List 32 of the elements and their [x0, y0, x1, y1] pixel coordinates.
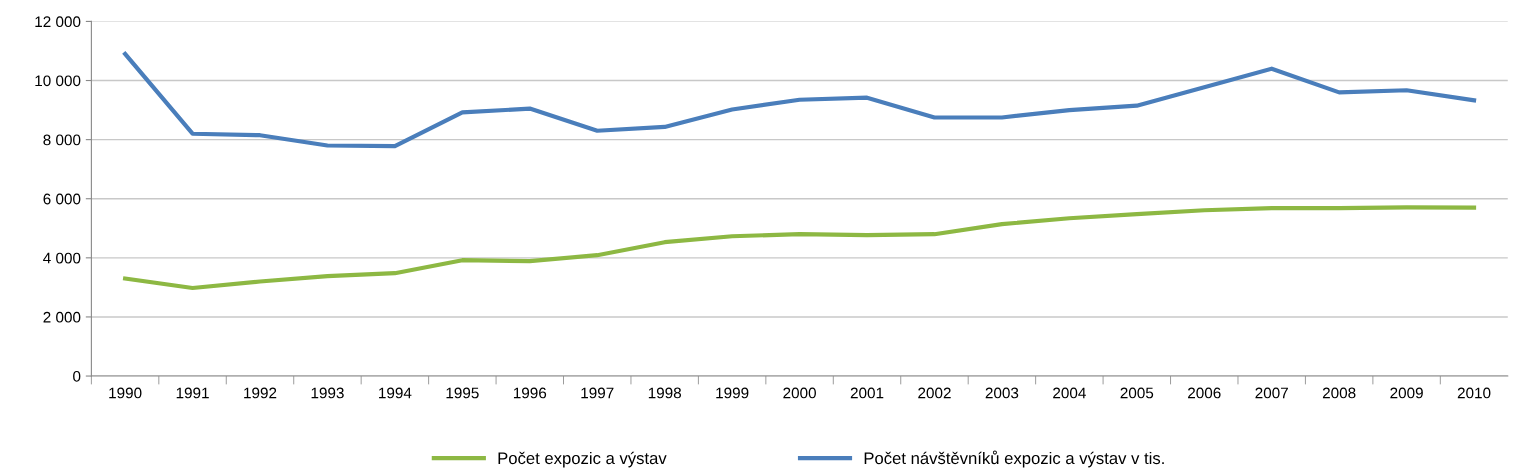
x-tick-label: 1997 — [581, 387, 614, 399]
y-tick-label: 6 000 — [43, 193, 81, 205]
x-tick-label: 1992 — [244, 387, 277, 399]
x-tick-label: 1995 — [446, 387, 479, 399]
y-tick-label: 10 000 — [35, 75, 81, 87]
x-tick-label: 1998 — [648, 387, 682, 399]
line-series — [123, 51, 1477, 149]
x-tick-label: 2008 — [1322, 387, 1356, 399]
x-tick-label: 2009 — [1390, 387, 1423, 399]
x-tick-label: 2010 — [1457, 387, 1491, 399]
y-tick-label: 12 000 — [35, 16, 81, 28]
x-tick-label: 1990 — [109, 387, 142, 399]
y-tick-label: 2 000 — [43, 311, 81, 323]
legend-label: Počet návštěvníků expozic a výstav v tis. — [864, 450, 1164, 468]
x-tick-label: 2006 — [1188, 387, 1221, 399]
x-tick-label: 2003 — [985, 387, 1019, 399]
y-tick-label: 4 000 — [43, 252, 81, 264]
x-tick-label: 1994 — [379, 387, 412, 399]
x-tick-label: 2005 — [1120, 387, 1154, 399]
x-tick-label: 1996 — [513, 387, 547, 399]
x-tick-label: 2004 — [1053, 387, 1086, 399]
y-tick-label: 0 — [73, 370, 81, 382]
x-tick-label: 2002 — [918, 387, 951, 399]
x-tick-label: 1991 — [176, 387, 209, 399]
y-tick-label: 8 000 — [43, 134, 81, 146]
line-series — [123, 205, 1477, 291]
x-tick-label: 1999 — [716, 387, 749, 399]
x-tick-label: 2007 — [1255, 387, 1288, 399]
legend-label: Počet expozic a výstav — [498, 451, 667, 468]
x-tick-label: 2000 — [783, 387, 816, 399]
x-tick-label: 1993 — [311, 387, 344, 399]
x-tick-label: 2001 — [850, 387, 884, 399]
